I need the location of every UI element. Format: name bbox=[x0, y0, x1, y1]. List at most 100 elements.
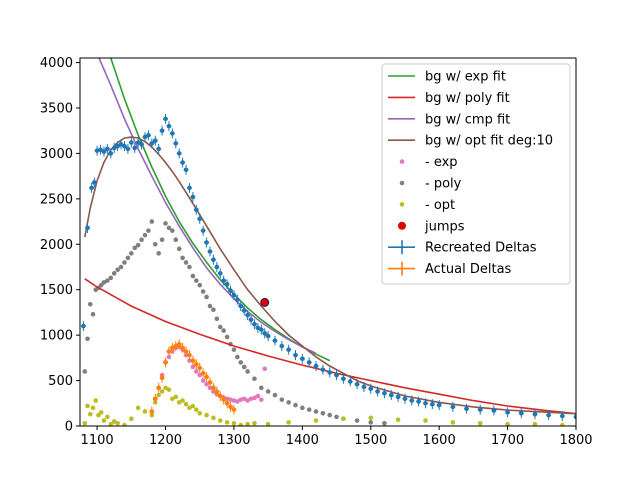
poly-resid-point bbox=[354, 418, 360, 423]
y-tick-label: 1000 bbox=[40, 329, 73, 344]
recreated-point bbox=[89, 185, 94, 191]
poly-resid-point bbox=[139, 237, 144, 243]
legend-swatch-jumps bbox=[398, 221, 406, 230]
recreated-point bbox=[139, 142, 144, 147]
y-tick-label: 2500 bbox=[40, 192, 73, 207]
poly-resid-point bbox=[207, 303, 213, 309]
opt-resid-point bbox=[477, 420, 483, 426]
recreated-point bbox=[388, 392, 394, 398]
legend-label: - exp bbox=[425, 155, 458, 170]
poly-resid-point bbox=[170, 228, 175, 233]
recreated-point bbox=[105, 146, 110, 152]
recreated-point bbox=[111, 145, 117, 151]
recreated-point bbox=[200, 228, 206, 233]
legend-swatch-opt-resid bbox=[399, 202, 405, 207]
recreated-point bbox=[327, 370, 333, 375]
recreated-point bbox=[108, 151, 114, 156]
recreated-point bbox=[190, 194, 196, 200]
poly-resid-point bbox=[85, 336, 90, 342]
exp-resid-point bbox=[204, 381, 209, 387]
recreated-point bbox=[159, 128, 165, 133]
opt-resid-point bbox=[197, 410, 203, 416]
cmp-fit-line bbox=[98, 58, 317, 355]
recreated-point bbox=[224, 281, 230, 287]
poly-resid-point bbox=[152, 241, 158, 247]
poly-resid-point bbox=[334, 414, 339, 420]
opt-resid-point bbox=[90, 405, 96, 411]
x-tick-label: 1400 bbox=[286, 433, 319, 448]
opt-resid-point bbox=[170, 396, 175, 402]
recreated-point bbox=[122, 143, 127, 149]
recreated-point bbox=[546, 412, 551, 418]
recreated-point bbox=[361, 384, 367, 390]
y-tick-label: 3000 bbox=[40, 147, 73, 162]
opt-resid-point bbox=[252, 420, 257, 426]
recreated-point bbox=[505, 410, 510, 415]
recreated-point bbox=[450, 404, 456, 410]
opt-resid-point bbox=[532, 421, 538, 426]
recreated-point bbox=[194, 207, 199, 213]
poly-resid-point bbox=[108, 275, 114, 281]
opt-resid-point bbox=[98, 410, 104, 415]
recreated-point bbox=[354, 381, 360, 387]
poly-resid-point bbox=[200, 289, 206, 294]
recreated-point bbox=[265, 333, 271, 339]
opt-resid-point bbox=[217, 418, 223, 423]
recreated-point bbox=[217, 271, 223, 276]
legend-label: bg w/ exp fit bbox=[425, 70, 506, 85]
recreated-point bbox=[207, 249, 213, 254]
exp-resid-point bbox=[241, 396, 247, 402]
recreated-point bbox=[238, 303, 244, 309]
recreated-point bbox=[245, 312, 250, 318]
exp-resid-point bbox=[194, 369, 199, 374]
poly-resid-point bbox=[217, 324, 223, 330]
recreated-point bbox=[252, 321, 257, 327]
x-tick-label: 1200 bbox=[149, 433, 182, 448]
recreated-point bbox=[156, 146, 161, 152]
poly-resid-point bbox=[190, 273, 196, 279]
exp-resid-point bbox=[197, 372, 203, 378]
y-tick-label: 4000 bbox=[40, 56, 73, 71]
recreated-point bbox=[166, 123, 172, 129]
exp-resid-point bbox=[258, 397, 264, 402]
opt-fit-line bbox=[84, 136, 576, 415]
opt-resid-point bbox=[115, 420, 120, 426]
recreated-point bbox=[262, 331, 268, 336]
recreated-point bbox=[286, 347, 291, 352]
y-tick-label: 2000 bbox=[40, 238, 73, 253]
exp-resid-point bbox=[245, 398, 250, 403]
poly-resid-point bbox=[300, 405, 305, 411]
actual-point bbox=[159, 375, 165, 381]
poly-resid-point bbox=[241, 364, 247, 370]
poly-resid-point bbox=[111, 271, 117, 276]
recreated-point bbox=[132, 145, 138, 151]
x-tick-label: 1700 bbox=[491, 433, 524, 448]
opt-resid-point bbox=[313, 418, 319, 423]
poly-resid-point bbox=[118, 264, 124, 270]
opt-resid-point bbox=[82, 420, 88, 426]
recreated-point bbox=[214, 264, 220, 270]
exp-resid-point bbox=[166, 354, 172, 360]
poly-resid-point bbox=[286, 400, 291, 405]
opt-resid-point bbox=[245, 421, 250, 426]
poly-resid-point bbox=[101, 280, 107, 285]
actual-point bbox=[149, 409, 155, 414]
recreated-point bbox=[101, 149, 107, 154]
recreated-point bbox=[313, 363, 319, 369]
x-tick-label: 1800 bbox=[559, 433, 592, 448]
recreated-point bbox=[464, 406, 469, 412]
recreated-point bbox=[92, 180, 97, 185]
recreated-point bbox=[85, 225, 90, 231]
legend-label: bg w/ opt fit deg:10 bbox=[425, 134, 553, 149]
poly-resid-point bbox=[382, 420, 387, 426]
recreated-point bbox=[241, 308, 247, 313]
opt-resid-point bbox=[87, 411, 93, 417]
opt-resid-point bbox=[341, 416, 346, 422]
actual-point bbox=[221, 397, 226, 402]
poly-resid-point bbox=[132, 245, 138, 251]
opt-resid-point bbox=[265, 421, 271, 426]
opt-resid-point bbox=[135, 405, 141, 411]
recreated-point bbox=[477, 407, 483, 412]
recreated-point bbox=[204, 240, 209, 245]
poly-resid-point bbox=[122, 260, 127, 265]
